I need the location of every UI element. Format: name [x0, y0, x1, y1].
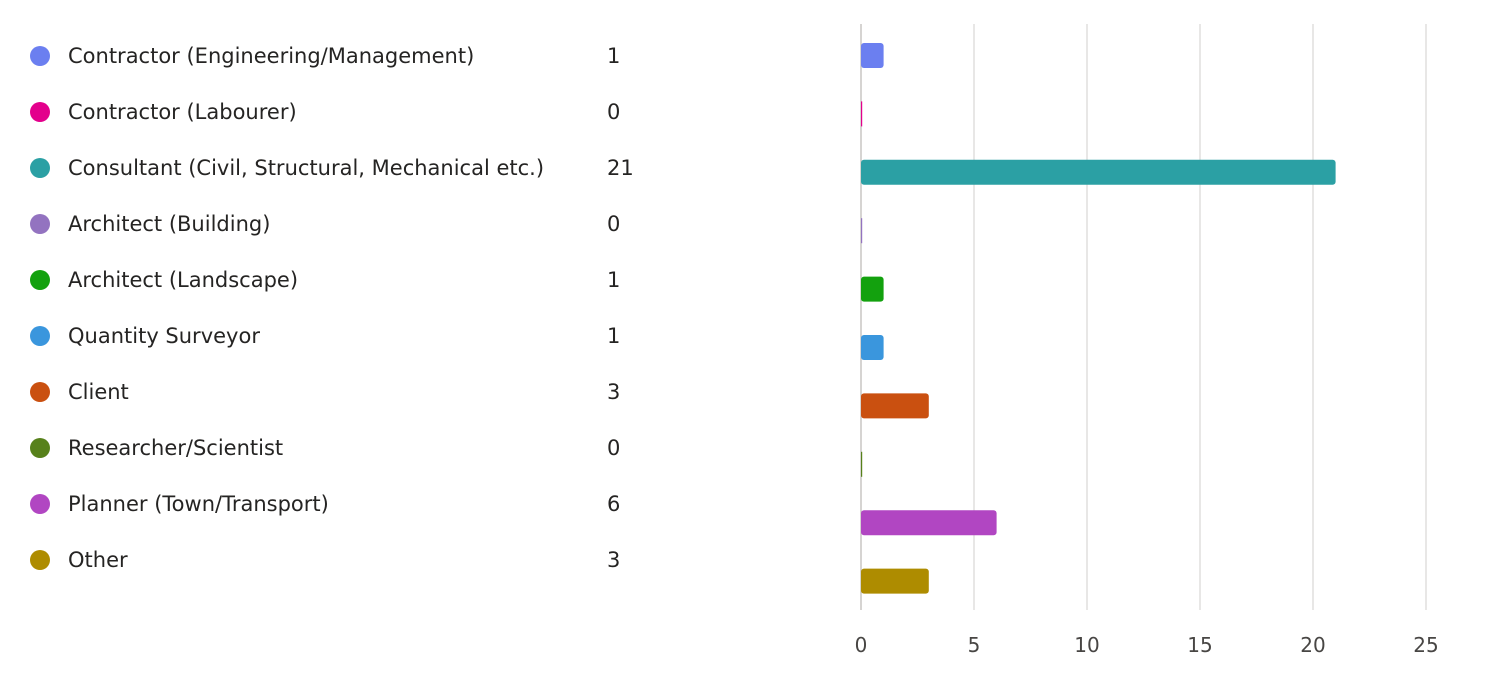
legend-label: Other — [68, 548, 128, 572]
x-tick-label: 10 — [1074, 633, 1099, 657]
legend-dot-icon — [30, 102, 50, 122]
legend-item[interactable]: Consultant (Civil, Structural, Mechanica… — [30, 153, 670, 183]
legend-label: Contractor (Labourer) — [68, 100, 297, 124]
legend-label: Architect (Landscape) — [68, 268, 299, 292]
legend-item[interactable]: Client 3 — [30, 377, 670, 407]
legend-label: Contractor (Engineering/Management) — [68, 44, 475, 68]
legend-dot-icon — [30, 214, 50, 234]
bar[interactable] — [861, 568, 929, 594]
legend-label: Consultant (Civil, Structural, Mechanica… — [68, 156, 545, 180]
legend-label: Architect (Building) — [68, 212, 271, 236]
legend-item[interactable]: Architect (Building) 0 — [30, 209, 670, 239]
legend-count: 3 — [607, 380, 621, 404]
legend-dot-icon — [30, 326, 50, 346]
bar[interactable] — [861, 276, 884, 302]
legend-count: 0 — [607, 212, 621, 236]
bar[interactable] — [861, 510, 997, 536]
legend-count: 0 — [607, 436, 621, 460]
x-tick-label: 20 — [1300, 633, 1325, 657]
legend-count: 1 — [607, 44, 621, 68]
legend-count: 21 — [607, 156, 634, 180]
x-tick-label: 5 — [968, 633, 981, 657]
legend-count: 3 — [607, 548, 621, 572]
legend-dot-icon — [30, 382, 50, 402]
legend-label: Planner (Town/Transport) — [68, 492, 329, 516]
legend-count: 1 — [607, 324, 621, 348]
bar[interactable] — [861, 393, 929, 419]
legend-dot-icon — [30, 550, 50, 570]
bar[interactable] — [861, 43, 884, 68]
x-tick-label: 15 — [1187, 633, 1212, 657]
legend-item[interactable]: Architect (Landscape) 1 — [30, 265, 670, 295]
legend-dot-icon — [30, 494, 50, 514]
bar[interactable] — [861, 451, 863, 477]
x-tick-label: 25 — [1413, 633, 1438, 657]
legend-label: Quantity Surveyor — [68, 324, 260, 348]
legend-item[interactable]: Contractor (Labourer) 0 — [30, 97, 670, 127]
legend-label: Client — [68, 380, 129, 404]
legend-item[interactable]: Other 3 — [30, 545, 670, 575]
legend-count: 1 — [607, 268, 621, 292]
bar[interactable] — [861, 159, 1336, 185]
legend: Contractor (Engineering/Management) 1 Cont… — [0, 0, 700, 620]
legend-dot-icon — [30, 158, 50, 178]
legend-label: Researcher/Scientist — [68, 436, 284, 460]
legend-item[interactable]: Contractor (Engineering/Management) 1 — [30, 41, 670, 71]
legend-count: 0 — [607, 100, 621, 124]
x-tick-label: 0 — [855, 633, 868, 657]
legend-dot-icon — [30, 46, 50, 66]
legend-dot-icon — [30, 270, 50, 290]
legend-item[interactable]: Quantity Surveyor 1 — [30, 321, 670, 351]
bar[interactable] — [861, 335, 884, 360]
legend-dot-icon — [30, 438, 50, 458]
legend-count: 6 — [607, 492, 621, 516]
legend-item[interactable]: Researcher/Scientist 0 — [30, 433, 670, 463]
bar[interactable] — [861, 101, 863, 127]
bar[interactable] — [861, 218, 863, 244]
legend-item[interactable]: Planner (Town/Transport) 6 — [30, 489, 670, 519]
